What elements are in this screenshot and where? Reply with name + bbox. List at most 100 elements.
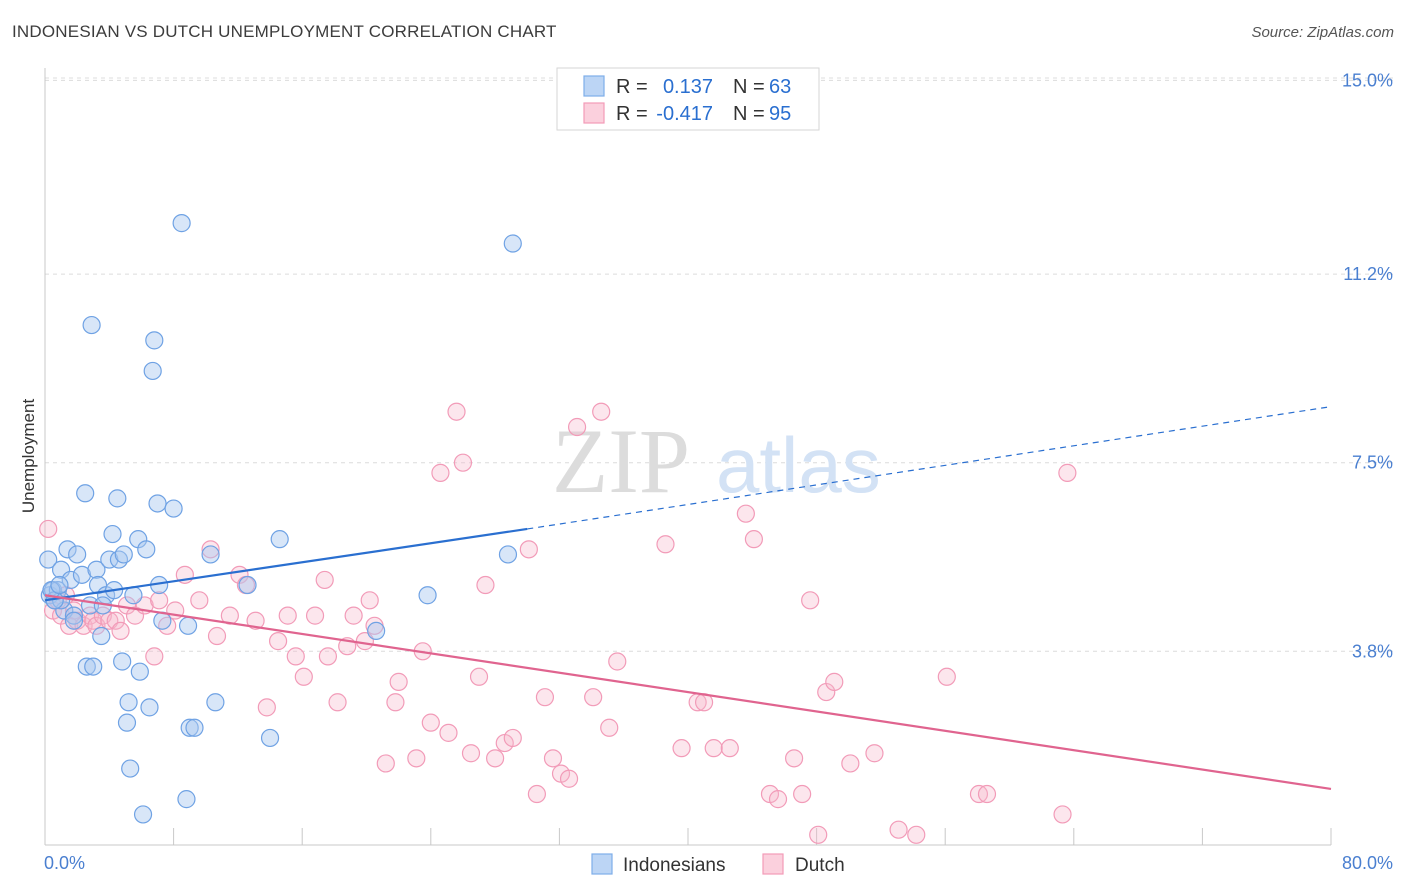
data-point	[207, 626, 227, 646]
data-point	[461, 744, 481, 763]
data-point	[977, 784, 997, 804]
data-point	[80, 606, 100, 625]
data-point	[64, 611, 84, 630]
data-point	[114, 545, 133, 564]
data-point	[559, 769, 579, 788]
data-point	[106, 611, 125, 630]
indonesian-trend-line	[44, 527, 528, 602]
data-point	[103, 524, 122, 544]
data-point	[305, 606, 325, 625]
data-point	[257, 698, 276, 717]
legend-row-indonesians: R = 0.137 N = 63	[583, 75, 791, 98]
data-point	[148, 494, 167, 513]
data-point	[64, 606, 84, 625]
data-point	[720, 739, 739, 758]
data-point	[201, 545, 220, 564]
data-point	[600, 718, 619, 737]
legend-n-label: N =	[733, 103, 765, 125]
data-point	[109, 550, 129, 569]
data-point	[286, 647, 305, 666]
legend-r-value: -0.417	[656, 103, 713, 125]
y-tick-label: 11.2%	[1343, 264, 1393, 284]
data-point	[64, 601, 84, 620]
data-point	[172, 214, 191, 233]
watermark-atlas: atlas	[716, 421, 881, 509]
data-point	[143, 361, 162, 381]
data-point	[841, 754, 860, 773]
legend-r-value: 0.137	[663, 76, 713, 98]
data-point	[744, 530, 764, 549]
data-point	[418, 586, 437, 605]
data-point	[793, 784, 812, 804]
y-tick-labels: 15.0% 11.2% 7.5% 3.8%	[1342, 70, 1393, 661]
data-point	[246, 611, 265, 630]
y-axis-title: Unemployment	[19, 399, 38, 514]
source-label: Source: ZipAtlas.com	[1251, 24, 1394, 41]
y-tick-label: 3.8%	[1352, 641, 1393, 661]
x-tick-label-min: 0.0%	[44, 853, 85, 873]
data-point	[453, 453, 473, 472]
y-tick-label: 15.0%	[1342, 70, 1393, 90]
data-point	[100, 550, 119, 569]
data-point	[177, 790, 196, 809]
data-point	[825, 672, 844, 691]
data-point	[150, 591, 169, 610]
data-point	[108, 489, 127, 508]
data-point	[111, 621, 130, 641]
legend: R = 0.137 N = 63 R = -0.417 N = 95	[556, 67, 820, 131]
data-point	[294, 667, 313, 686]
data-point	[344, 606, 363, 625]
data-point	[50, 575, 69, 595]
bottom-legend-swatch-indonesians	[591, 853, 613, 875]
data-point	[704, 739, 723, 758]
legend-n-value: 95	[769, 103, 791, 125]
data-point	[736, 504, 755, 523]
data-point	[130, 662, 149, 681]
data-point	[535, 688, 555, 707]
data-point	[672, 739, 691, 758]
data-point	[278, 606, 297, 625]
data-point	[158, 616, 177, 635]
data-point	[608, 652, 627, 671]
data-point	[119, 693, 138, 712]
trend-lines	[44, 406, 1332, 791]
data-point	[907, 825, 926, 844]
chart-title: INDONESIAN VS DUTCH UNEMPLOYMENT CORRELA…	[12, 22, 557, 41]
data-point	[121, 759, 140, 778]
data-point	[58, 540, 77, 559]
data-point	[1058, 463, 1077, 482]
bottom-legend-swatch-dutch	[762, 853, 784, 875]
data-point	[889, 820, 908, 839]
data-point	[315, 570, 334, 590]
data-point	[519, 540, 538, 559]
data-point	[185, 718, 204, 737]
data-point	[784, 749, 804, 768]
data-point	[84, 611, 103, 630]
legend-r-label: R =	[616, 103, 648, 125]
data-point	[145, 331, 164, 350]
data-point	[389, 672, 408, 691]
y-tick-label: 7.5%	[1352, 453, 1393, 473]
data-point	[201, 540, 220, 559]
data-point	[133, 805, 153, 824]
dutch-trend-line	[44, 594, 1332, 791]
data-point	[1053, 805, 1072, 824]
bottom-legend-label-dutch: Dutch	[795, 855, 845, 876]
legend-n-value: 63	[769, 76, 791, 98]
dutch-points	[39, 402, 1077, 844]
data-point	[498, 545, 518, 564]
gridlines	[45, 77, 1395, 652]
data-point	[367, 621, 386, 641]
data-point	[77, 657, 96, 676]
data-point	[117, 713, 137, 732]
data-point	[592, 402, 611, 421]
bottom-legend-label-indonesians: Indonesians	[623, 855, 725, 876]
data-point	[140, 698, 159, 717]
data-point	[180, 718, 199, 737]
data-point	[476, 575, 495, 595]
data-point	[178, 616, 198, 635]
watermark-zip: ZIP	[552, 410, 690, 512]
data-point	[260, 728, 280, 748]
x-tick-label-max: 80.0%	[1342, 853, 1393, 873]
